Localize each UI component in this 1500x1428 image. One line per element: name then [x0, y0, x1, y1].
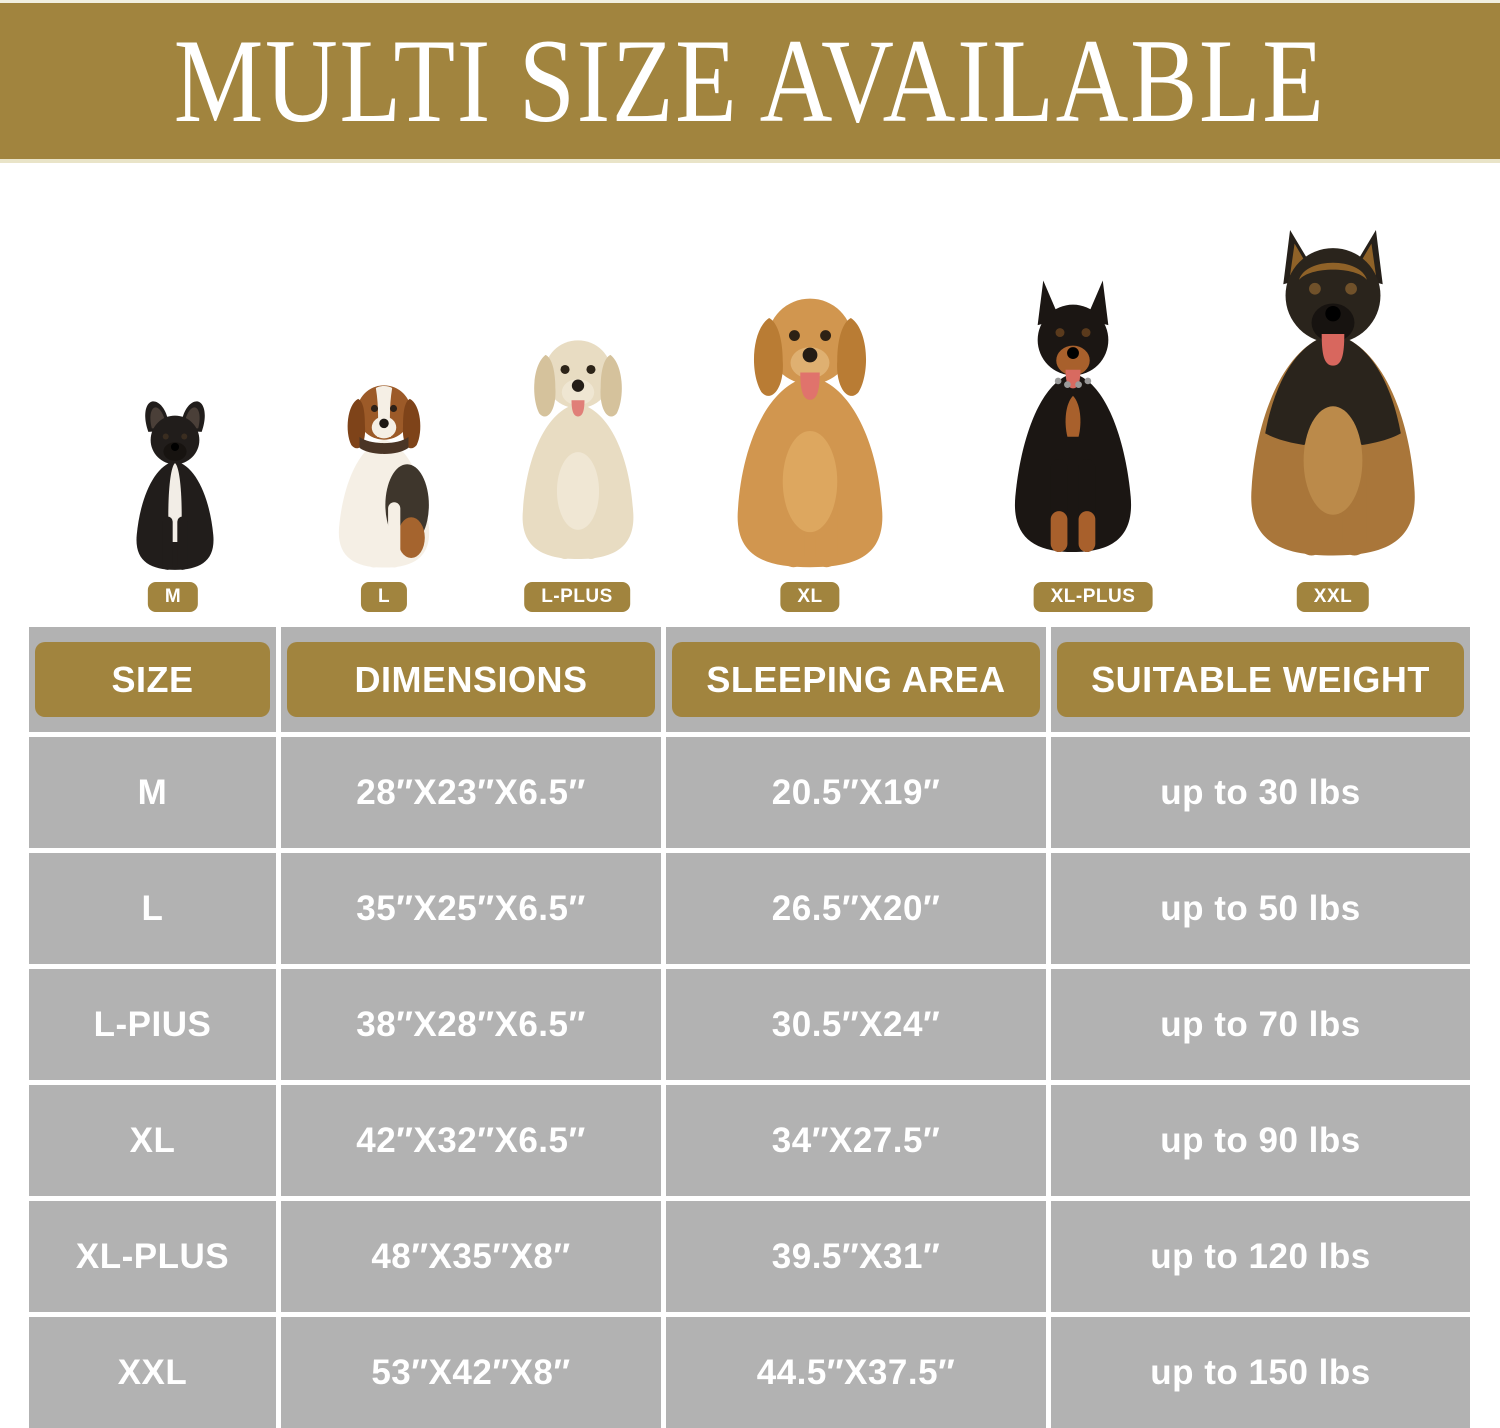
table-cell-suitable_weight-row-5: up to 120 lbs — [1051, 1201, 1470, 1312]
table-cell-size-row-6: XXL — [29, 1317, 276, 1428]
table-cell-suitable_weight-row-6: up to 150 lbs — [1051, 1317, 1470, 1428]
table-cell-size-row-4: XL — [29, 1085, 276, 1196]
table-cell-dimensions-row-2: 35″X25″X6.5″ — [281, 853, 661, 964]
table-cell-sleeping_area-row-1: 20.5″X19″ — [666, 737, 1046, 848]
dog-french-bulldog-image — [117, 400, 233, 575]
table-header-size-label: SIZE — [35, 642, 270, 717]
table-cell-sleeping_area-row-2: 26.5″X20″ — [666, 853, 1046, 964]
table-cell-dimensions-row-5: 48″X35″X8″ — [281, 1201, 661, 1312]
table-cell-size-row-2: L — [29, 853, 276, 964]
doberman-illustration — [1014, 280, 1132, 553]
table-cell-dimensions-row-6: 53″X42″X8″ — [281, 1317, 661, 1428]
french-bulldog-illustration — [136, 401, 214, 570]
size-badge-m: M — [147, 582, 199, 612]
cream-retriever-illustration — [522, 340, 634, 560]
dog-beagle-image — [316, 367, 452, 575]
table-cell-sleeping_area-row-5: 39.5″X31″ — [666, 1201, 1046, 1312]
table-cell-suitable_weight-row-4: up to 90 lbs — [1051, 1085, 1470, 1196]
dog-doberman-image — [980, 265, 1166, 575]
size-badge-l-plus: L-PLUS — [524, 582, 630, 612]
table-header-dimensions-label: DIMENSIONS — [287, 642, 655, 717]
size-badge-l: L — [360, 582, 408, 612]
golden-retriever-illustration — [737, 298, 883, 568]
table-header-size: SIZE — [29, 627, 276, 732]
size-badge-xl-plus: XL-PLUS — [1033, 582, 1153, 612]
size-table: SIZE DIMENSIONS SLEEPING AREA SUITABLE W… — [29, 627, 1470, 1428]
table-cell-sleeping_area-row-6: 44.5″X37.5″ — [666, 1317, 1046, 1428]
table-cell-size-row-3: L-PIUS — [29, 969, 276, 1080]
table-header-sleeping-area: SLEEPING AREA — [666, 627, 1046, 732]
banner: MULTI SIZE AVAILABLE — [0, 0, 1500, 163]
table-cell-size-row-5: XL-PLUS — [29, 1201, 276, 1312]
table-cell-suitable_weight-row-1: up to 30 lbs — [1051, 737, 1470, 848]
table-cell-dimensions-row-1: 28″X23″X6.5″ — [281, 737, 661, 848]
size-badge-xl: XL — [780, 582, 840, 612]
table-cell-sleeping_area-row-3: 30.5″X24″ — [666, 969, 1046, 1080]
table-cell-dimensions-row-4: 42″X32″X6.5″ — [281, 1085, 661, 1196]
dog-cream-retriever-image — [497, 313, 659, 575]
table-header-dimensions: DIMENSIONS — [281, 627, 661, 732]
german-shepherd-illustration — [1251, 230, 1415, 556]
page-title: MULTI SIZE AVAILABLE — [174, 14, 1326, 147]
table-cell-dimensions-row-3: 38″X28″X6.5″ — [281, 969, 661, 1080]
table-header-suitable-weight-label: SUITABLE WEIGHT — [1057, 642, 1464, 717]
table-cell-suitable_weight-row-3: up to 70 lbs — [1051, 969, 1470, 1080]
table-cell-sleeping_area-row-4: 34″X27.5″ — [666, 1085, 1046, 1196]
size-badge-xxl: XXL — [1296, 582, 1370, 612]
table-header-sleeping-area-label: SLEEPING AREA — [672, 642, 1040, 717]
table-header-suitable-weight: SUITABLE WEIGHT — [1051, 627, 1470, 732]
beagle-illustration — [338, 385, 430, 568]
dog-german-shepherd-image — [1220, 215, 1446, 575]
dog-golden-retriever-image — [708, 283, 912, 575]
table-cell-suitable_weight-row-2: up to 50 lbs — [1051, 853, 1470, 964]
table-cell-size-row-1: M — [29, 737, 276, 848]
